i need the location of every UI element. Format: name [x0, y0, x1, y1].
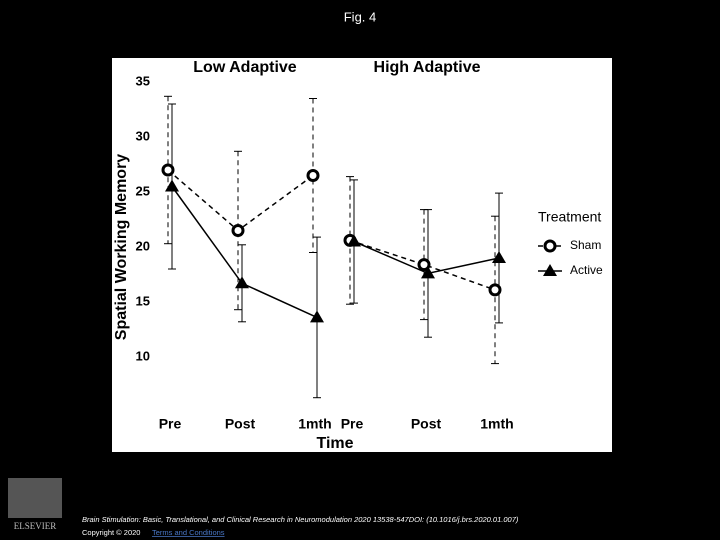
y-tick-label: 20 — [136, 238, 150, 253]
active-marker — [543, 264, 557, 276]
sham-marker — [417, 258, 431, 272]
x-tick-label: 1mth — [298, 416, 331, 432]
sham-marker — [231, 224, 245, 237]
logo-image — [8, 478, 62, 518]
active-marker — [492, 251, 506, 263]
y-tick-label: 30 — [136, 128, 150, 143]
sham-marker — [161, 163, 175, 177]
x-tick-label: 1mth — [480, 416, 513, 432]
y-tick-label: 15 — [136, 293, 150, 308]
sham-marker — [306, 169, 320, 182]
chart-background — [112, 58, 612, 452]
panel-title: High Adaptive — [374, 59, 481, 76]
logo-text: ELSEVIER — [14, 521, 57, 531]
citation: Brain Stimulation: Basic, Translational,… — [82, 515, 519, 524]
terms-link[interactable]: Terms and Conditions — [152, 528, 225, 537]
panel-title: Low Adaptive — [193, 59, 297, 76]
x-tick-label: Post — [225, 416, 256, 432]
series-line — [349, 239, 496, 291]
sham-marker — [488, 283, 502, 297]
x-tick-label: Pre — [341, 416, 364, 432]
x-tick-label: Pre — [159, 416, 182, 432]
active-marker — [165, 179, 179, 192]
legend-label: Sham — [570, 238, 601, 252]
sham-marker — [543, 239, 557, 253]
slide-title: Fig. 4 — [344, 9, 377, 24]
y-tick-label: 35 — [136, 73, 150, 88]
legend-label: Active — [570, 263, 603, 277]
x-axis-label: Time — [316, 435, 353, 452]
active-marker — [421, 266, 435, 279]
legend-title: Treatment — [538, 209, 601, 225]
y-tick-label: 25 — [136, 183, 150, 198]
copyright: Copyright © 2020 — [82, 528, 140, 537]
active-marker — [310, 310, 324, 323]
active-marker — [347, 234, 361, 247]
y-axis-label: Spatial Working Memory — [113, 154, 130, 341]
logo: ELSEVIER — [8, 478, 62, 531]
x-tick-label: Post — [411, 416, 442, 432]
y-tick-label: 10 — [136, 348, 150, 363]
active-marker — [235, 276, 249, 289]
